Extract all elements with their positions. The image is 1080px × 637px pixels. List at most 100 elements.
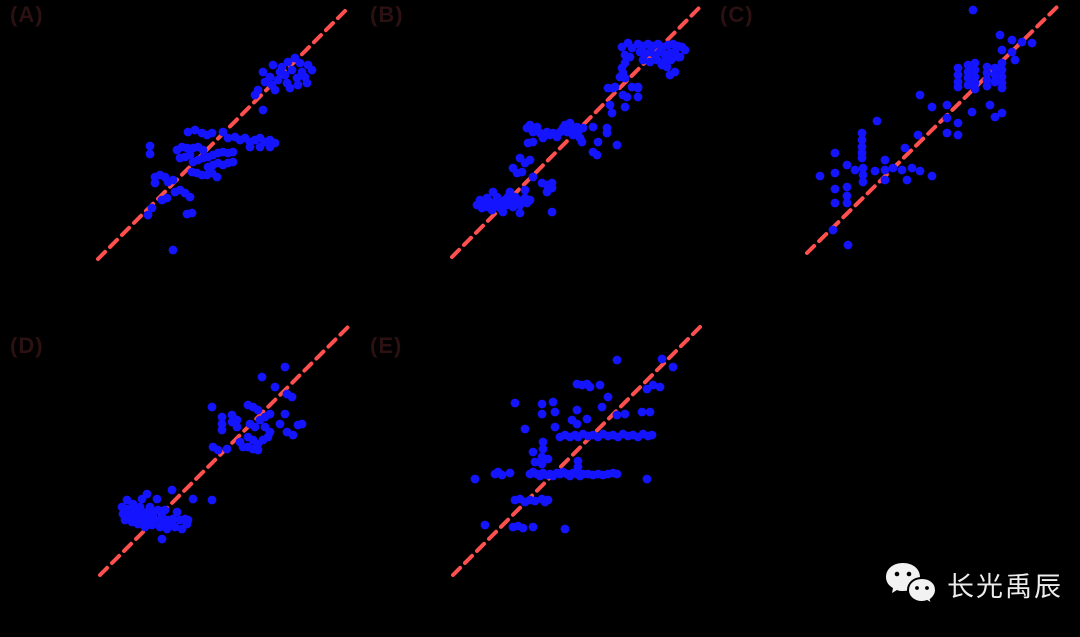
panel-b-plot	[450, 5, 702, 259]
panel-d: (D)	[0, 317, 360, 637]
scatter-point	[872, 116, 882, 126]
scatter-point	[963, 60, 973, 70]
scatter-point	[168, 245, 178, 255]
scatter-point	[1007, 47, 1017, 57]
scatter-point	[517, 167, 527, 177]
scatter-point	[285, 83, 295, 93]
scatter-point	[942, 128, 952, 138]
scatter-point	[547, 207, 557, 217]
scatter-point	[592, 150, 602, 160]
scatter-point	[843, 240, 853, 250]
scatter-point	[213, 445, 223, 455]
scatter-point	[990, 112, 1000, 122]
scatter-point	[270, 382, 280, 392]
scatter-point	[666, 55, 676, 65]
scatter-point	[280, 409, 290, 419]
scatter-point	[622, 92, 632, 102]
scatter-point	[620, 73, 630, 83]
scatter-point	[172, 507, 182, 517]
scatter-point	[927, 102, 937, 112]
panel-d-plot	[98, 325, 350, 577]
scatter-point	[525, 120, 535, 130]
scatter-point	[997, 58, 1007, 68]
scatter-point	[515, 208, 525, 218]
scatter-point	[633, 92, 643, 102]
scatter-point	[183, 515, 193, 525]
scatter-point	[183, 127, 193, 137]
scatter-point	[265, 409, 275, 419]
scatter-point	[638, 55, 648, 65]
scatter-point	[528, 172, 538, 182]
scatter-point	[915, 166, 925, 176]
scatter-point	[142, 489, 152, 499]
scatter-point	[985, 100, 995, 110]
scatter-point	[907, 163, 917, 173]
scatter-point	[603, 392, 613, 402]
scatter-point	[287, 392, 297, 402]
scatter-point	[953, 118, 963, 128]
scatter-point	[135, 502, 145, 512]
scatter-point	[990, 70, 1000, 80]
scatter-point	[857, 135, 867, 145]
scatter-point	[560, 524, 570, 534]
scatter-point	[830, 184, 840, 194]
scatter-point	[218, 127, 228, 137]
panel-c-plot	[805, 4, 1060, 255]
panel-d-label: (D)	[10, 333, 44, 358]
scatter-point	[858, 163, 868, 173]
scatter-point	[270, 138, 280, 148]
scatter-point	[160, 505, 170, 515]
scatter-point	[152, 494, 162, 504]
scatter-point	[982, 68, 992, 78]
scatter-point	[830, 168, 840, 178]
scatter-point	[525, 195, 535, 205]
scatter-point	[647, 430, 657, 440]
panel-c: (C)	[720, 0, 1080, 320]
scatter-point	[668, 362, 678, 372]
scatter-point	[588, 122, 598, 132]
scatter-point	[292, 73, 302, 83]
panel-e: (E)	[360, 317, 720, 637]
scatter-point	[480, 520, 490, 530]
scatter-point	[842, 191, 852, 201]
scatter-point	[655, 382, 665, 392]
scatter-point	[518, 523, 528, 533]
scatter-point	[537, 399, 547, 409]
scatter-point	[217, 412, 227, 422]
scatter-point	[145, 502, 155, 512]
scatter-point	[968, 5, 978, 15]
scatter-point	[255, 142, 265, 152]
scatter-point	[238, 442, 248, 452]
scatter-point	[900, 143, 910, 153]
scatter-point	[997, 108, 1007, 118]
scatter-point	[295, 58, 305, 68]
panel-e-label: (E)	[370, 333, 403, 358]
scatter-point	[257, 372, 267, 382]
scatter-point	[593, 137, 603, 147]
scatter-point	[162, 193, 172, 203]
panel-b: (B)	[360, 0, 720, 320]
scatter-point	[207, 495, 217, 505]
scatter-point	[612, 410, 622, 420]
scatter-point	[1010, 55, 1020, 65]
scatter-point	[153, 505, 163, 515]
scatter-point	[288, 430, 298, 440]
scatter-point	[245, 142, 255, 152]
scatter-point	[915, 90, 925, 100]
scatter-point	[258, 67, 268, 77]
scatter-point	[680, 45, 690, 55]
scatter-point	[263, 432, 273, 442]
scatter-point	[830, 148, 840, 158]
scatter-point	[953, 63, 963, 73]
scatter-point	[828, 225, 838, 235]
scatter-point	[223, 133, 233, 143]
scatter-point	[498, 207, 508, 217]
scatter-point	[530, 496, 540, 506]
scatter-point	[190, 125, 200, 135]
scatter-point	[168, 175, 178, 185]
scatter-point	[913, 130, 923, 140]
scatter-point	[542, 187, 552, 197]
scatter-point	[548, 397, 558, 407]
scatter-point	[232, 422, 242, 432]
